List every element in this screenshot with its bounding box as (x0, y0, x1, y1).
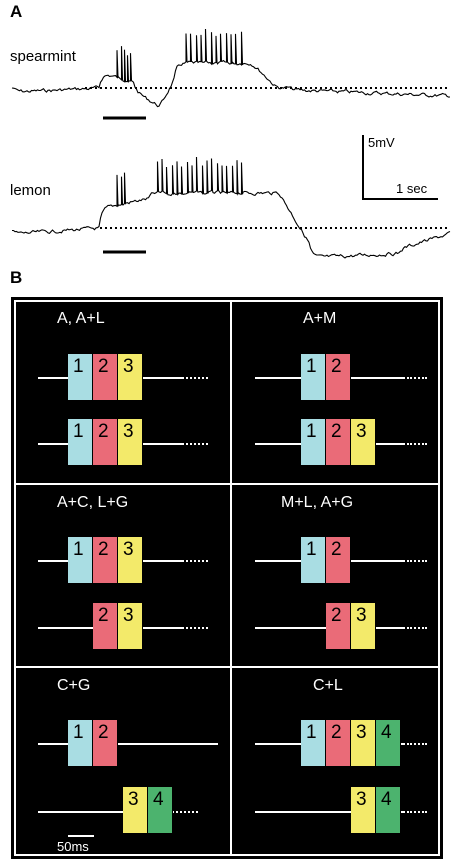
lemon-trace (12, 156, 451, 259)
box-2: 2 (93, 603, 118, 649)
box-1: 1 (301, 419, 326, 465)
box-4: 4 (376, 787, 401, 833)
box-1: 1 (68, 720, 93, 766)
panel-b-grid: A, A+L 1 2 3 1 2 3 A+M 1 2 1 2 3 A+C, L+… (11, 297, 443, 859)
box-2: 2 (326, 720, 351, 766)
box-3: 3 (118, 419, 143, 465)
frame-left (14, 300, 16, 856)
box-3: 3 (351, 787, 376, 833)
frame-bottom (14, 854, 440, 856)
box-1: 1 (68, 419, 93, 465)
cell-title-ac-lg: A+C, L+G (57, 494, 129, 511)
horizontal-divider-2 (14, 666, 440, 668)
box-1: 1 (301, 537, 326, 583)
box-3: 3 (118, 354, 143, 400)
frame-right (438, 300, 440, 856)
box-2: 2 (326, 419, 351, 465)
time-scale-bar (68, 835, 94, 837)
box-4: 4 (148, 787, 173, 833)
panel-a-traces (11, 28, 451, 259)
box-3: 3 (123, 787, 148, 833)
time-scale-bar-label: 50ms (57, 839, 89, 854)
box-3: 3 (351, 720, 376, 766)
panel-b-label: B (10, 268, 23, 287)
frame-top (14, 300, 440, 302)
box-3: 3 (351, 419, 376, 465)
box-4: 4 (376, 720, 401, 766)
vertical-divider (230, 300, 232, 856)
box-1: 1 (68, 537, 93, 583)
spearmint-trace (11, 28, 451, 108)
box-2: 2 (93, 720, 118, 766)
time-scale-label: 1 sec (396, 181, 428, 196)
cell-title-cg: C+G (57, 677, 91, 694)
cell-title-ml-ag: M+L, A+G (281, 494, 354, 511)
box-2: 2 (326, 537, 351, 583)
box-2: 2 (93, 419, 118, 465)
panel-a-label: A (10, 2, 23, 21)
box-2: 2 (93, 354, 118, 400)
scale-bar (362, 135, 438, 200)
lemon-trace-label: lemon (10, 182, 51, 199)
box-2: 2 (326, 354, 351, 400)
box-1: 1 (301, 720, 326, 766)
box-2: 2 (93, 537, 118, 583)
horizontal-divider-1 (14, 483, 440, 485)
cell-title-am: A+M (303, 310, 337, 327)
box-1: 1 (68, 354, 93, 400)
box-1: 1 (301, 354, 326, 400)
voltage-scale-label: 5mV (368, 135, 395, 150)
cell-title-cl: C+L (313, 677, 343, 694)
box-3: 3 (351, 603, 376, 649)
cell-title-a-al: A, A+L (57, 310, 105, 327)
box-3: 3 (118, 537, 143, 583)
box-3: 3 (118, 603, 143, 649)
spearmint-trace-label: spearmint (10, 48, 76, 65)
box-2: 2 (326, 603, 351, 649)
